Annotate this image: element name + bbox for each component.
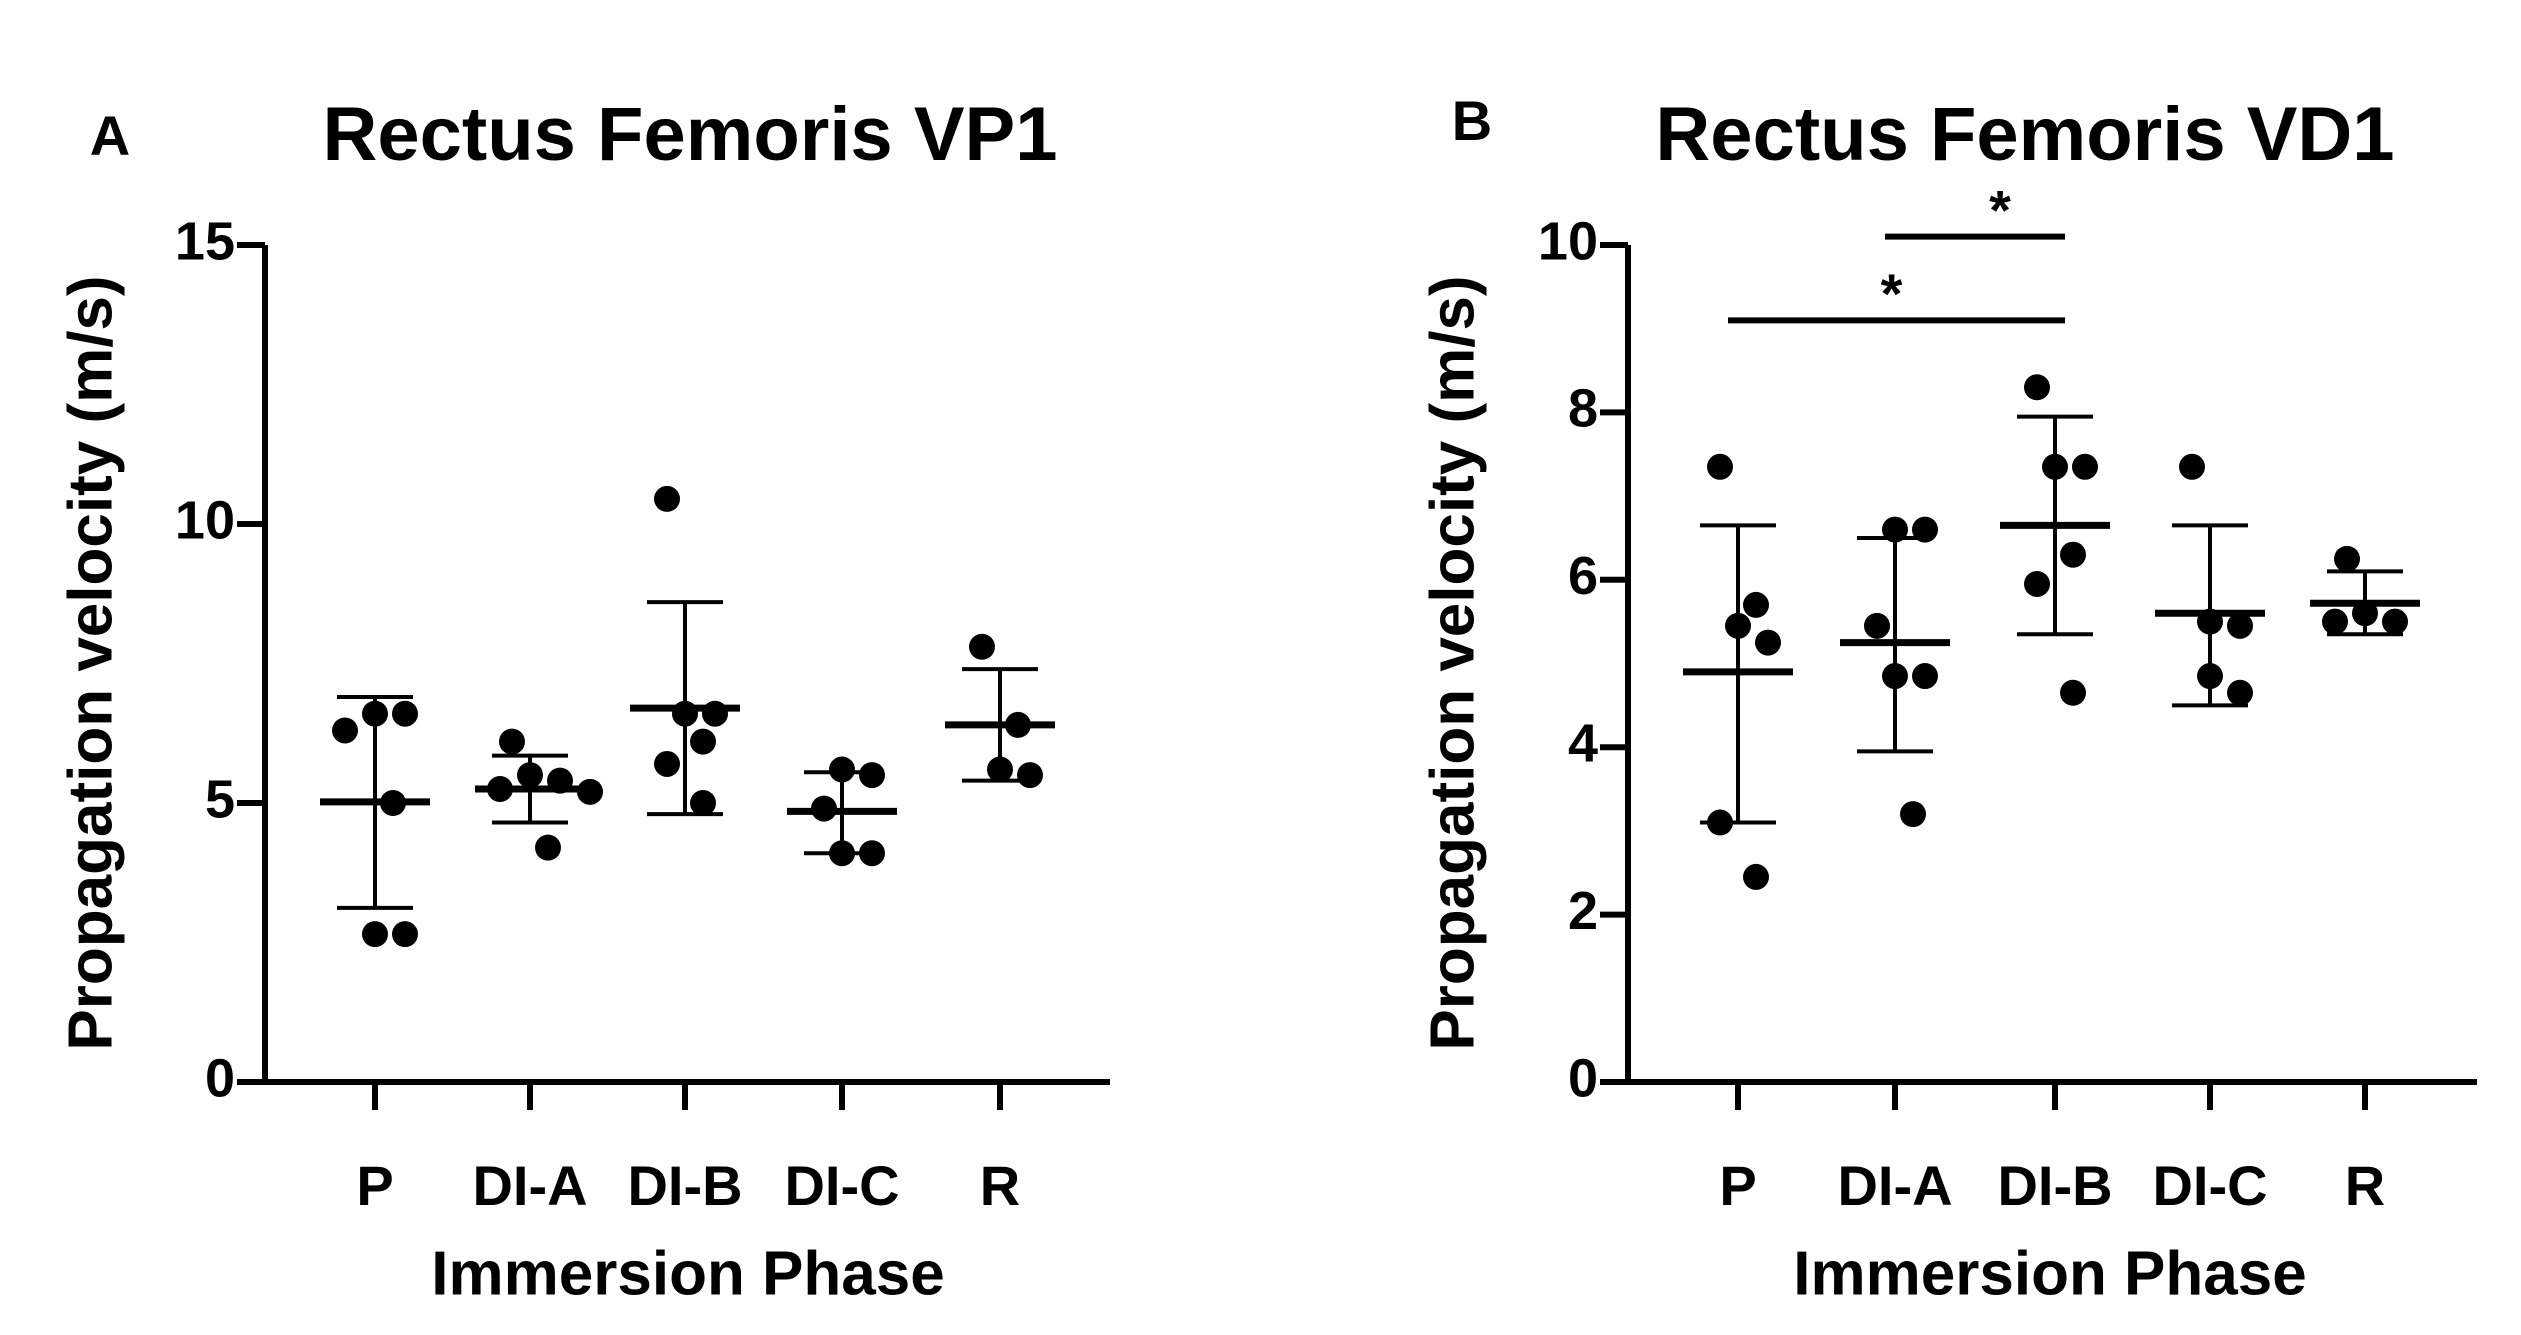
panel-letter: A [90,104,130,167]
data-point-DI-B [2042,453,2068,480]
data-point-P [1707,809,1733,836]
y-tick-label: 15 [175,211,235,271]
chart-panel-a: A Rectus Femoris VP1 0 5 10 15 Propagation vel… [56,92,1110,1308]
chart-title: Rectus Femoris VP1 [323,92,1058,177]
data-point-R [2334,545,2360,572]
y-tick-label: 10 [175,490,235,550]
panel-letter: B [1452,89,1492,152]
data-point-DI-C [2179,453,2205,480]
y-tick-label: 8 [1568,379,1598,439]
y-axis-label: Propagation velocity (m/s) [56,275,125,1050]
x-axis-label: Immersion Phase [431,1239,944,1308]
data-point-R [2322,608,2348,635]
data-point-DI-C [859,762,885,789]
y-tick-label: 5 [205,769,235,829]
data-point-DI-A [1882,663,1908,690]
data-point-DI-A [1912,663,1938,690]
x-tick-label: P [356,1154,393,1217]
y-tick-label: 2 [1568,881,1598,941]
data-point-DI-B [654,750,680,777]
significance-star: * [1989,178,2011,241]
data-point-R [2352,600,2378,627]
data-point-DI-C [2227,679,2253,706]
data-point-DI-B [672,700,698,727]
data-point-DI-A [1900,801,1926,828]
y-tick-label: 0 [1568,1048,1598,1108]
chart-title: Rectus Femoris VD1 [1655,92,2394,177]
data-point-P [362,921,388,948]
data-point-DI-B [2024,374,2050,401]
x-tick-label: DI-A [472,1154,587,1217]
data-point-P [1743,591,1769,618]
data-point-DI-B [690,790,716,816]
x-tick-label: DI-C [2152,1154,2267,1217]
y-tick-label: 10 [1538,211,1598,271]
data-point-R [1017,762,1043,789]
data-point-DI-A [499,728,525,755]
x-tick-label: P [1719,1154,1756,1217]
data-point-R [2382,608,2408,635]
y-axis-label: Propagation velocity (m/s) [1418,275,1487,1050]
y-tick-label: 6 [1568,546,1598,606]
data-point-DI-B [654,485,680,512]
data-point-DI-A [1864,612,1890,639]
data-point-P [362,700,388,727]
data-point-R [969,633,995,660]
data-point-P [332,717,358,744]
x-tick-label: DI-B [627,1154,742,1217]
significance-star: * [1881,262,1903,325]
y-tick-label: 0 [205,1048,235,1108]
data-point-DI-A [535,834,561,861]
data-point-DI-A [517,762,543,789]
data-point-DI-A [577,778,603,805]
data-point-P [1725,612,1751,639]
data-point-R [987,756,1013,783]
data-point-P [1743,863,1769,890]
data-point-P [1755,629,1781,656]
data-point-P [392,700,418,727]
data-point-DI-C [829,756,855,783]
x-tick-label: DI-B [1997,1154,2112,1217]
data-point-DI-B [2060,679,2086,706]
data-point-DI-C [2197,663,2223,690]
data-point-DI-A [1912,516,1938,543]
data-point-DI-C [2227,612,2253,639]
data-point-P [1707,453,1733,480]
data-point-DI-B [690,728,716,755]
x-tick-label: R [980,1154,1020,1217]
x-tick-label: R [2345,1154,2385,1217]
chart-panel-b: B Rectus Femoris VD1 0 2 4 6 8 10 Propagation ve… [1418,89,2477,1308]
x-tick-label: DI-C [784,1154,899,1217]
data-point-DI-B [702,700,728,727]
data-point-P [392,921,418,948]
y-tick-label: 4 [1568,713,1598,773]
data-point-DI-C [829,840,855,867]
data-point-DI-B [2060,541,2086,568]
data-point-DI-C [859,840,885,867]
x-axis-label: Immersion Phase [1793,1239,2306,1308]
x-tick-label: DI-A [1837,1154,1952,1217]
data-point-DI-B [2024,570,2050,597]
data-point-DI-B [2072,453,2098,480]
data-point-DI-A [1882,516,1908,543]
